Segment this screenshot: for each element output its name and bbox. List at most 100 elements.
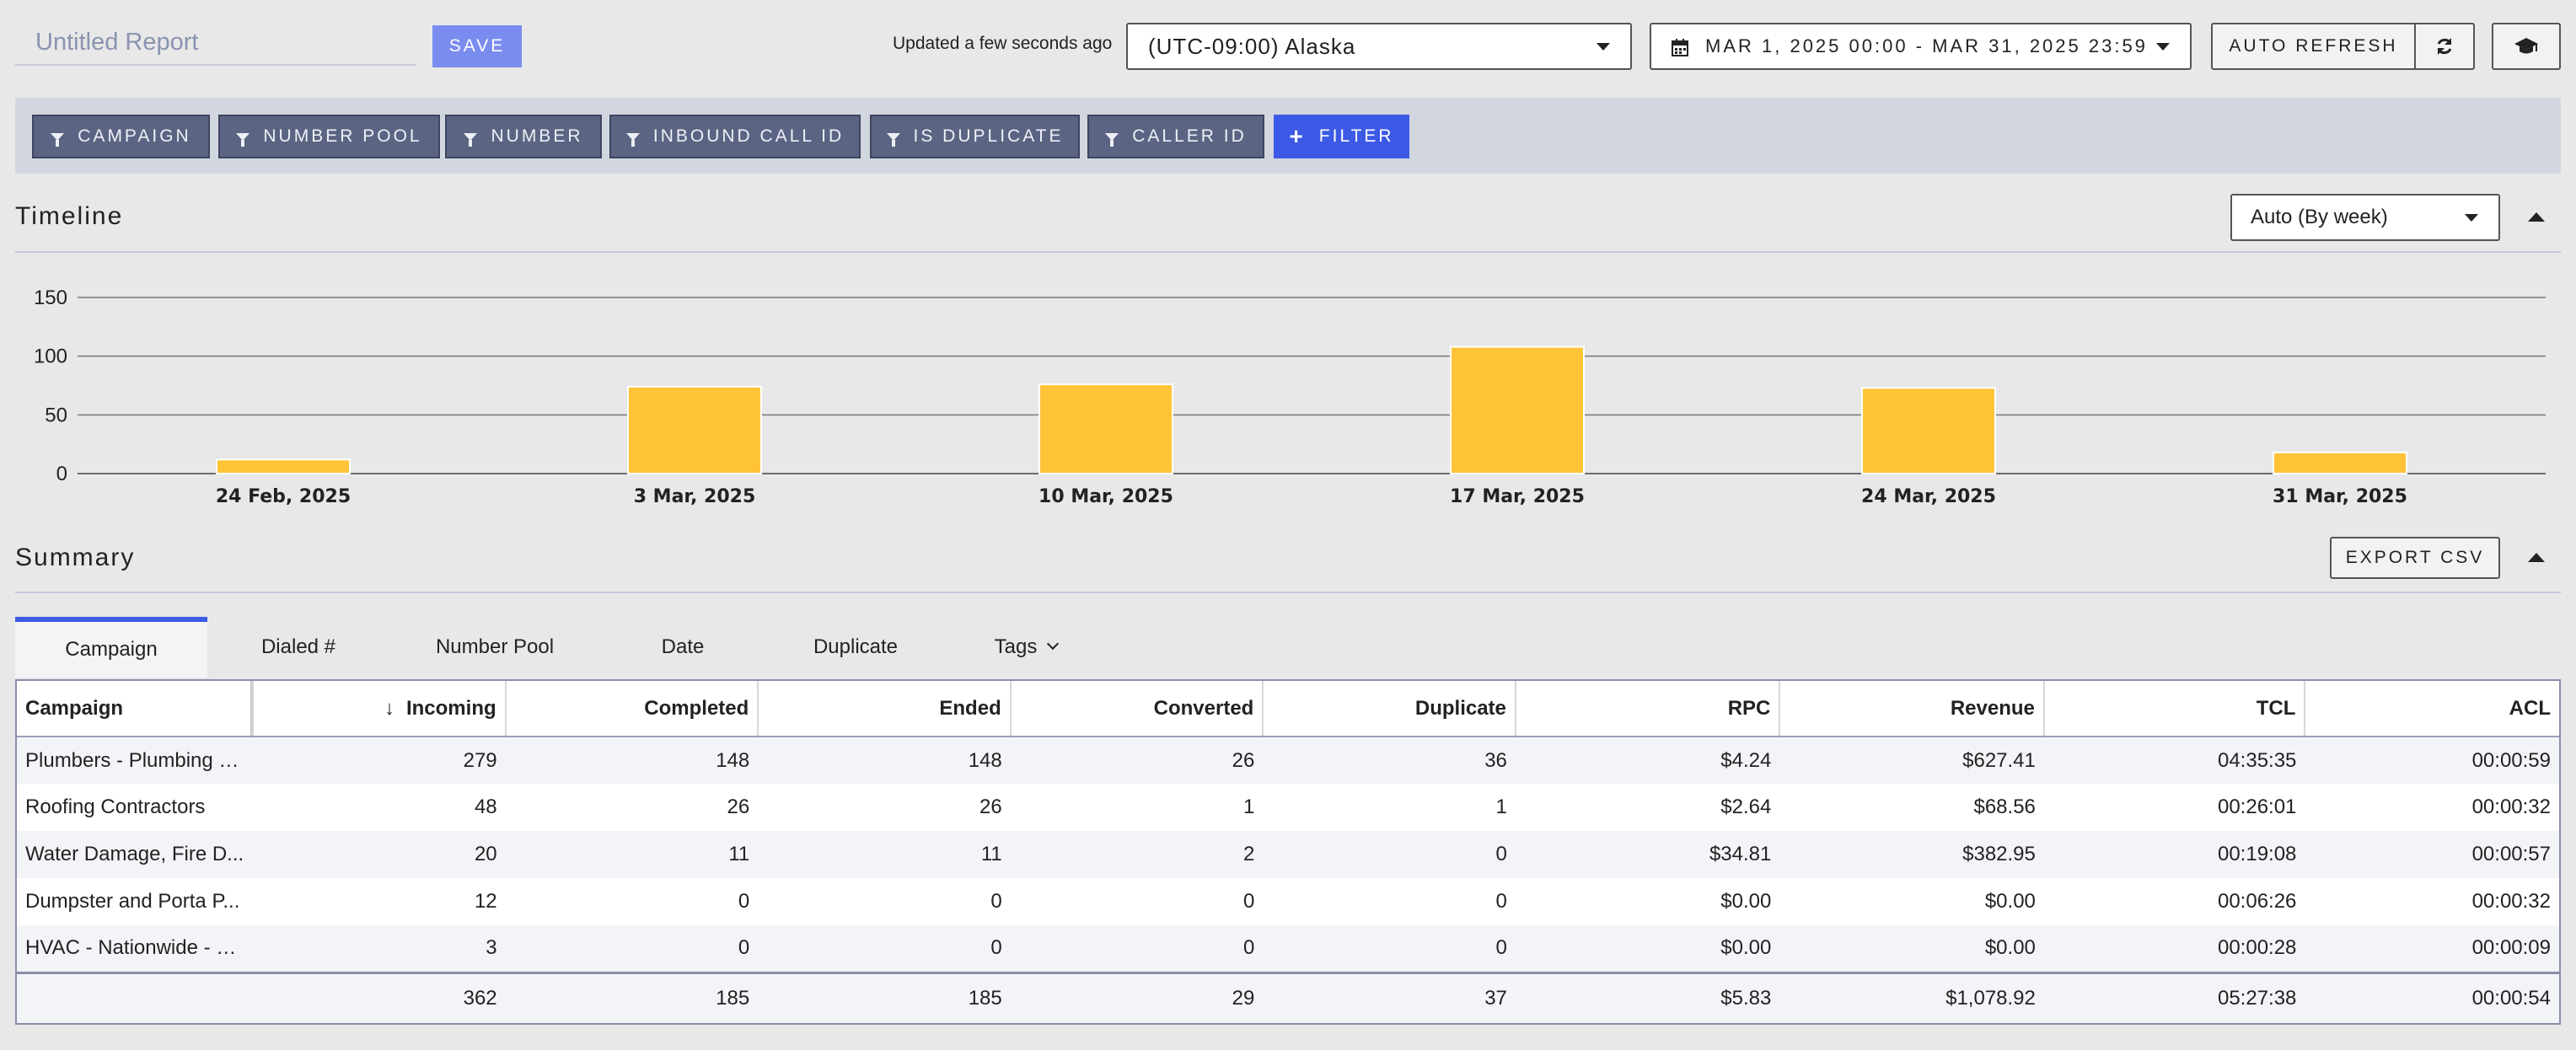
tutorial-button[interactable] (2492, 23, 2561, 70)
total-cell: 185 (505, 971, 759, 1023)
table-cell: 00:19:08 (2043, 831, 2305, 878)
table-cell: 00:26:01 (2043, 784, 2305, 831)
funnel-icon (1105, 132, 1119, 147)
table-row[interactable]: Roofing Contractors 48 26 26 1 1 $2.64 $68.56 00… (17, 784, 2559, 831)
sort-desc-icon: ↓ (384, 696, 394, 720)
table-cell: 148 (758, 737, 1011, 784)
column-header-converted[interactable]: Converted (1009, 681, 1264, 737)
chart-bar[interactable] (2273, 451, 2407, 474)
chevron-down-icon (1597, 43, 1610, 51)
tab-date[interactable]: Date (661, 635, 705, 658)
table-cell: 26 (758, 784, 1011, 831)
table-cell: 2 (1010, 831, 1264, 878)
chart-bar[interactable] (1038, 383, 1173, 475)
chart-bar[interactable] (1861, 387, 1996, 474)
chart-bar[interactable] (627, 385, 762, 474)
column-header-duplicate[interactable]: Duplicate (1262, 681, 1516, 737)
total-cell: $5.83 (1515, 971, 1780, 1023)
save-button[interactable]: SAVE (432, 25, 522, 67)
granularity-value: Auto (By week) (2251, 206, 2388, 228)
column-header-tcl[interactable]: TCL (2042, 681, 2305, 737)
updated-status: Updated a few seconds ago (893, 34, 1113, 53)
chart-bar[interactable] (216, 458, 351, 474)
table-cell: 00:00:28 (2043, 925, 2305, 972)
filter-number-pool[interactable]: NUMBER POOL (218, 115, 440, 158)
tab-duplicate[interactable]: Duplicate (813, 635, 899, 658)
column-header-acl[interactable]: ACL (2304, 681, 2559, 737)
y-tick-label: 100 (34, 346, 67, 368)
filter-campaign[interactable]: CAMPAIGN (32, 115, 210, 158)
chevron-down-icon (2465, 214, 2478, 222)
table-cell: $4.24 (1515, 737, 1780, 784)
column-header-rpc[interactable]: RPC (1514, 681, 1780, 737)
add-filter-button[interactable]: + FILTER (1274, 115, 1409, 158)
total-cell: 37 (1263, 971, 1516, 1023)
table-cell: $68.56 (1779, 784, 2044, 831)
filter-caller-id[interactable]: CALLER ID (1087, 115, 1264, 158)
chevron-down-icon (1047, 637, 1060, 651)
campaign-name-cell: Water Damage, Fire D... (17, 831, 253, 878)
table-cell: $0.00 (1515, 925, 1780, 972)
summary-tabs: Campaign Dialed # Number Pool Date Dupli… (15, 617, 1106, 678)
column-header-campaign[interactable]: Campaign (17, 681, 253, 737)
table-cell: 11 (758, 831, 1011, 878)
refresh-button[interactable] (2416, 24, 2473, 68)
table-cell: 1 (1263, 784, 1516, 831)
table-cell: 00:00:57 (2305, 831, 2559, 878)
timeline-chart: 0 50 100 150 24 Feb, 2025 3 Mar, 2025 10 Mar,… (34, 287, 2546, 507)
table-cell: 0 (1010, 925, 1264, 972)
table-cell: 26 (1010, 737, 1264, 784)
column-header-incoming[interactable]: ↓ Incoming (252, 681, 506, 737)
table-cell: 148 (505, 737, 759, 784)
filter-label: CAMPAIGN (78, 126, 191, 146)
funnel-icon (236, 132, 250, 147)
filter-number[interactable]: NUMBER (445, 115, 602, 158)
auto-refresh-group: AUTO REFRESH (2211, 23, 2475, 70)
tab-dialed[interactable]: Dialed # (260, 635, 336, 658)
funnel-icon (464, 132, 478, 147)
table-cell: 00:06:26 (2043, 878, 2305, 925)
table-row[interactable]: Plumbers - Plumbing - ... 279 148 148 26 36 $4… (17, 737, 2559, 784)
table-cell: 26 (505, 784, 759, 831)
table-cell: 0 (758, 878, 1011, 925)
table-row[interactable]: Water Damage, Fire D... 20 11 11 2 0 $34.81 $38… (17, 831, 2559, 878)
granularity-select[interactable]: Auto (By week) (2230, 194, 2500, 241)
tab-number-pool[interactable]: Number Pool (435, 635, 555, 658)
total-cell: 29 (1010, 971, 1264, 1023)
summary-title: Summary (15, 544, 136, 571)
plus-icon: + (1289, 123, 1306, 149)
calendar-icon (1672, 39, 1688, 56)
timezone-value: (UTC-09:00) Alaska (1148, 33, 1356, 59)
column-header-completed[interactable]: Completed (504, 681, 759, 737)
table-cell: $0.00 (1515, 878, 1780, 925)
table-cell: $382.95 (1779, 831, 2044, 878)
chart-bar[interactable] (1450, 346, 1585, 474)
export-csv-button[interactable]: EXPORT CSV (2330, 537, 2500, 579)
table-cell: 00:00:32 (2305, 878, 2559, 925)
y-tick-label: 0 (56, 463, 67, 485)
filter-is-duplicate[interactable]: IS DUPLICATE (870, 115, 1080, 158)
column-header-ended[interactable]: Ended (757, 681, 1011, 737)
column-header-revenue[interactable]: Revenue (1779, 681, 2044, 737)
tab-campaign[interactable]: Campaign (15, 617, 207, 678)
tab-tags[interactable]: Tags (946, 617, 1106, 678)
filter-inbound-call-id[interactable]: INBOUND CALL ID (609, 115, 861, 158)
table-cell: 11 (505, 831, 759, 878)
table-row[interactable]: HVAC - Nationwide - V... 3 0 0 0 0 $0.00 $0.00 0… (17, 925, 2559, 972)
date-range-picker[interactable]: MAR 1, 2025 00:00 - MAR 31, 2025 23:59 (1650, 23, 2192, 70)
table-cell: 1 (1010, 784, 1264, 831)
graduation-cap-icon (2514, 38, 2538, 54)
table-cell: $2.64 (1515, 784, 1780, 831)
report-title-input[interactable] (15, 20, 416, 66)
collapse-summary-icon[interactable] (2528, 553, 2545, 562)
funnel-icon (51, 132, 65, 147)
total-cell: 05:27:38 (2043, 971, 2305, 1023)
campaign-name-cell: Plumbers - Plumbing - ... (17, 737, 253, 784)
collapse-timeline-icon[interactable] (2528, 212, 2545, 222)
auto-refresh-button[interactable]: AUTO REFRESH (2213, 24, 2416, 68)
table-row[interactable]: Dumpster and Porta P... 12 0 0 0 0 $0.00 $0.00 0… (17, 878, 2559, 925)
timezone-select[interactable]: (UTC-09:00) Alaska (1126, 23, 1632, 70)
table-cell: 0 (505, 878, 759, 925)
timeline-divider (15, 251, 2561, 253)
table-cell: 48 (253, 784, 506, 831)
